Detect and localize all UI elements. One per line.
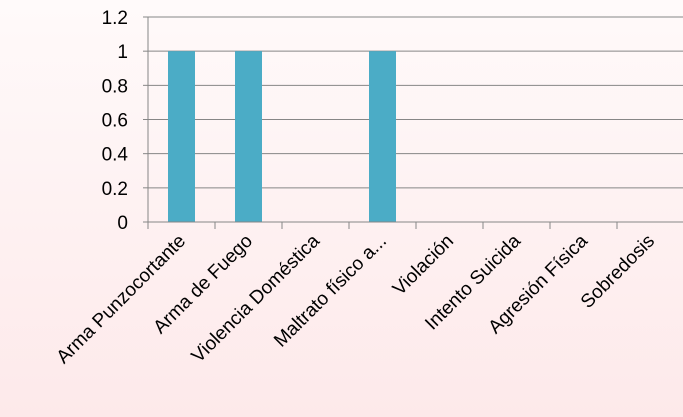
y-tick-label: 0.6: [102, 111, 128, 132]
x-tick-label: Maltrato físico a...: [270, 231, 391, 352]
bars: [168, 51, 396, 222]
y-tick-label: 1.2: [102, 8, 128, 29]
x-tick-label: Violación: [389, 231, 458, 300]
x-tick-label: Violencia Doméstica: [188, 230, 325, 367]
y-tick-label: 0.4: [102, 145, 129, 166]
bar: [369, 51, 396, 222]
bar: [235, 51, 262, 222]
gridlines: [148, 16, 683, 189]
axes: [143, 16, 683, 229]
bar: [168, 51, 195, 222]
y-tick-labels: 0 0.2 0.4 0.6 0.8 1 1.2: [102, 8, 129, 234]
x-tick-label: Arma Punzocortante: [53, 231, 190, 368]
y-tick-label: 1: [117, 42, 128, 63]
y-tick-label: 0.2: [102, 179, 128, 200]
y-tick-label: 0.8: [102, 76, 128, 97]
y-tick-label: 0: [117, 213, 128, 234]
